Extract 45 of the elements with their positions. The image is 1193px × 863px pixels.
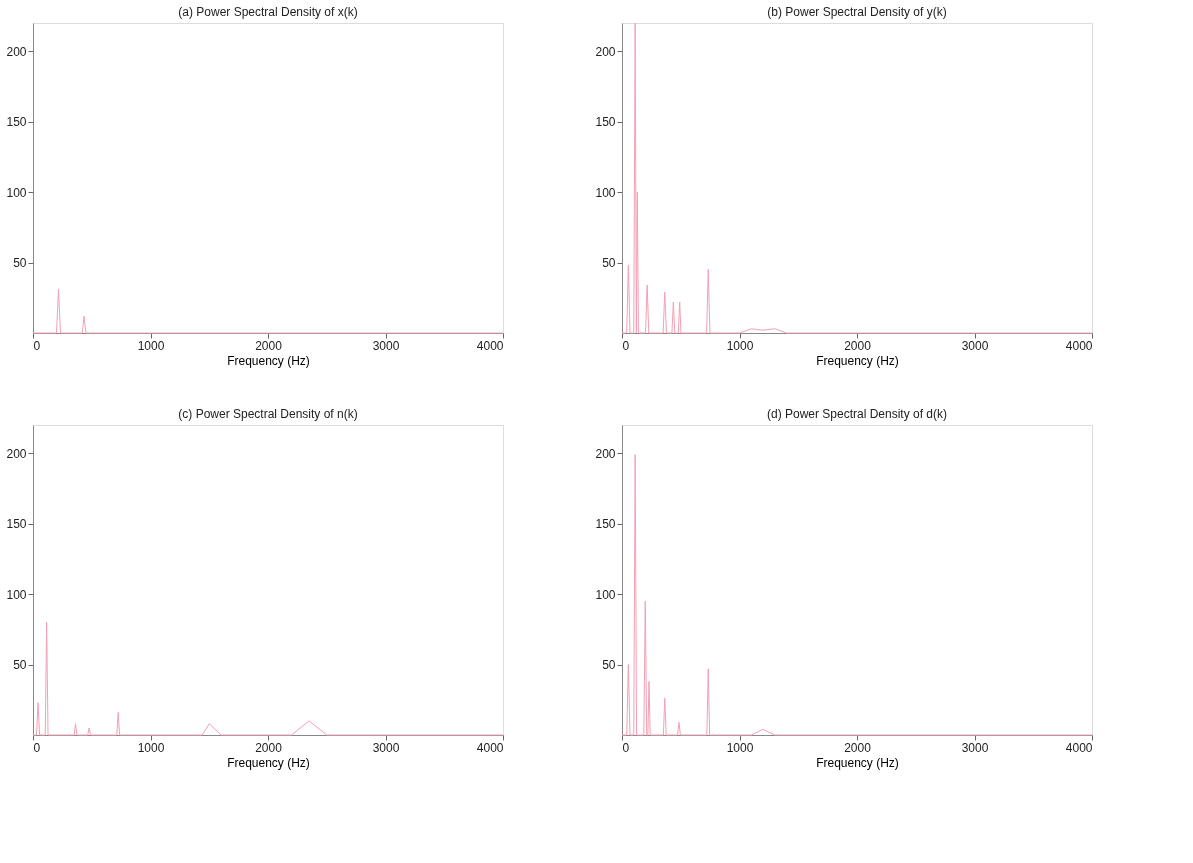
y-tick-label: 200 — [595, 446, 616, 461]
y-tick-label: 50 — [602, 658, 616, 673]
chart-title: (d) Power Spectral Density of d(k) — [766, 407, 948, 421]
y-tick-label: 200 — [6, 446, 27, 461]
y-tick-label: 200 — [6, 44, 27, 59]
x-axis-title: Frequency (Hz) — [816, 755, 899, 770]
x-tick-label: 4000 — [1065, 740, 1093, 755]
x-tick-label: 3000 — [372, 338, 400, 353]
y-tick-label: 100 — [595, 587, 616, 602]
y-tick-label: 200 — [595, 44, 616, 59]
x-tick-label: 1000 — [137, 338, 165, 353]
chart-title: (c) Power Spectral Density of n(k) — [178, 407, 358, 421]
x-tick-label: 2000 — [844, 740, 872, 755]
y-tick-label: 100 — [6, 587, 27, 602]
y-tick-label: 50 — [13, 256, 27, 271]
x-tick-label: 4000 — [476, 338, 504, 353]
y-tick-label: 150 — [6, 115, 27, 130]
x-axis-title: Frequency (Hz) — [816, 353, 899, 368]
y-tick-label: 100 — [6, 185, 27, 200]
chart-title: (b) Power Spectral Density of y(k) — [767, 4, 947, 19]
line-series — [621, 22, 1093, 334]
x-tick-label: 1000 — [137, 740, 165, 755]
chart-title: (a) Power Spectral Density of x(k) — [178, 5, 358, 19]
x-tick-label: 3000 — [961, 740, 989, 755]
x-tick-label: 0 — [33, 338, 41, 353]
y-tick-label: 150 — [6, 517, 27, 532]
x-tick-label: 2000 — [844, 338, 872, 353]
y-tick-label: 150 — [595, 115, 616, 130]
y-tick-label: 100 — [595, 185, 616, 200]
x-tick-label: 3000 — [961, 338, 989, 353]
x-tick-label: 1000 — [726, 338, 754, 353]
x-tick-label: 4000 — [1065, 338, 1093, 353]
x-tick-label: 0 — [622, 338, 630, 353]
x-axis-title: Frequency (Hz) — [227, 353, 310, 368]
x-tick-label: 1000 — [726, 740, 754, 755]
x-tick-label: 4000 — [476, 740, 504, 755]
x-tick-label: 3000 — [372, 740, 400, 755]
x-tick-label: 0 — [622, 740, 630, 755]
x-tick-label: 0 — [33, 740, 41, 755]
x-axis-title: Frequency (Hz) — [227, 755, 310, 770]
x-tick-label: 2000 — [255, 740, 283, 755]
x-tick-label: 2000 — [255, 338, 283, 353]
y-tick-label: 50 — [13, 658, 27, 673]
y-tick-label: 50 — [602, 256, 616, 271]
y-tick-label: 150 — [595, 517, 616, 532]
